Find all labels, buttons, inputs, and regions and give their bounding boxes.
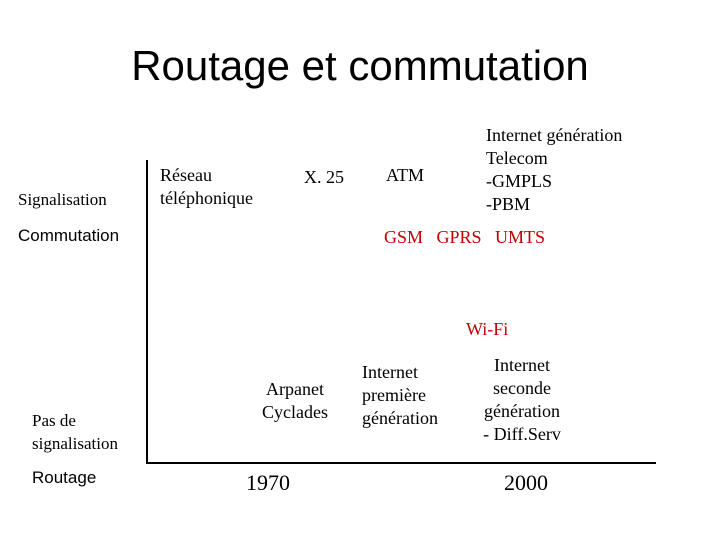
vertical-axis xyxy=(146,160,148,464)
axis-label-pas-de: Pas de xyxy=(32,411,76,430)
item-gsm-gprs-umts: GSM GPRS UMTS xyxy=(384,227,546,247)
item-x25: X. 25 xyxy=(304,167,344,187)
item-arpanet-cyclades: Arpanet Cyclades xyxy=(262,379,328,422)
item-internet-premiere-generation: Internet première génération xyxy=(362,362,438,428)
axis-label-routage: Routage xyxy=(32,468,97,487)
item-reseau-telephonique: Réseau téléphonique xyxy=(160,165,253,208)
year-2000: 2000 xyxy=(504,470,548,495)
axis-label-signalisation: Signalisation xyxy=(18,190,107,209)
item-internet-seconde-generation: Internet seconde génération - Diff.Serv xyxy=(483,355,561,444)
page-title: Routage et commutation xyxy=(131,42,589,89)
year-1970: 1970 xyxy=(246,470,290,495)
axis-label-signalisation-bottom: signalisation xyxy=(32,434,118,453)
horizontal-axis xyxy=(146,462,656,464)
item-wifi: Wi-Fi xyxy=(466,319,509,339)
item-atm: ATM xyxy=(386,165,425,185)
item-internet-generation-telecom: Internet génération Telecom -GMPLS -PBM xyxy=(486,125,623,214)
axis-label-commutation: Commutation xyxy=(18,226,120,245)
